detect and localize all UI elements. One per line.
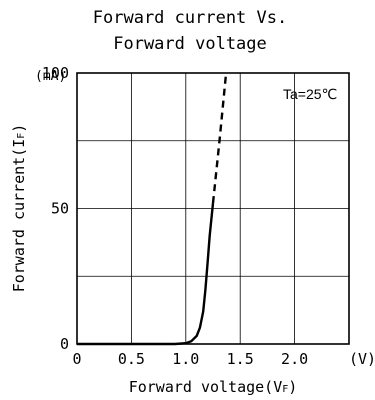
y-axis-label: Forward current(IF) — [10, 124, 28, 293]
chart-title-line: Forward current Vs. — [93, 8, 287, 28]
y-tick-labels: 0 50 100 — [42, 64, 69, 353]
chart-title-line: Forward voltage — [113, 34, 267, 54]
y-tick-label: 100 — [42, 64, 69, 82]
x-tick-label: 0 — [72, 350, 81, 368]
x-tick-label: 2.0 — [281, 350, 308, 368]
x-tick-label: 0.5 — [118, 350, 145, 368]
y-unit-label: (mA) — [35, 69, 66, 84]
series-line — [77, 202, 215, 346]
series-line-dashed — [211, 72, 228, 204]
x-tick-label: 1.0 — [172, 350, 199, 368]
chart-title: Forward current Vs. Forward voltage — [93, 8, 287, 54]
x-unit-label: (V) — [349, 350, 375, 368]
x-tick-label: 1.5 — [227, 350, 254, 368]
x-axis-label: Forward voltage(VF) — [129, 378, 298, 396]
plot-frame — [76, 72, 350, 345]
x-tick-labels: 0 0.5 1.0 1.5 2.0 — [72, 350, 308, 368]
series-lines — [77, 72, 228, 346]
y-tick-label: 50 — [51, 200, 69, 218]
temperature-annotation: Ta=25℃ — [283, 86, 337, 102]
y-tick-label: 0 — [60, 335, 69, 353]
